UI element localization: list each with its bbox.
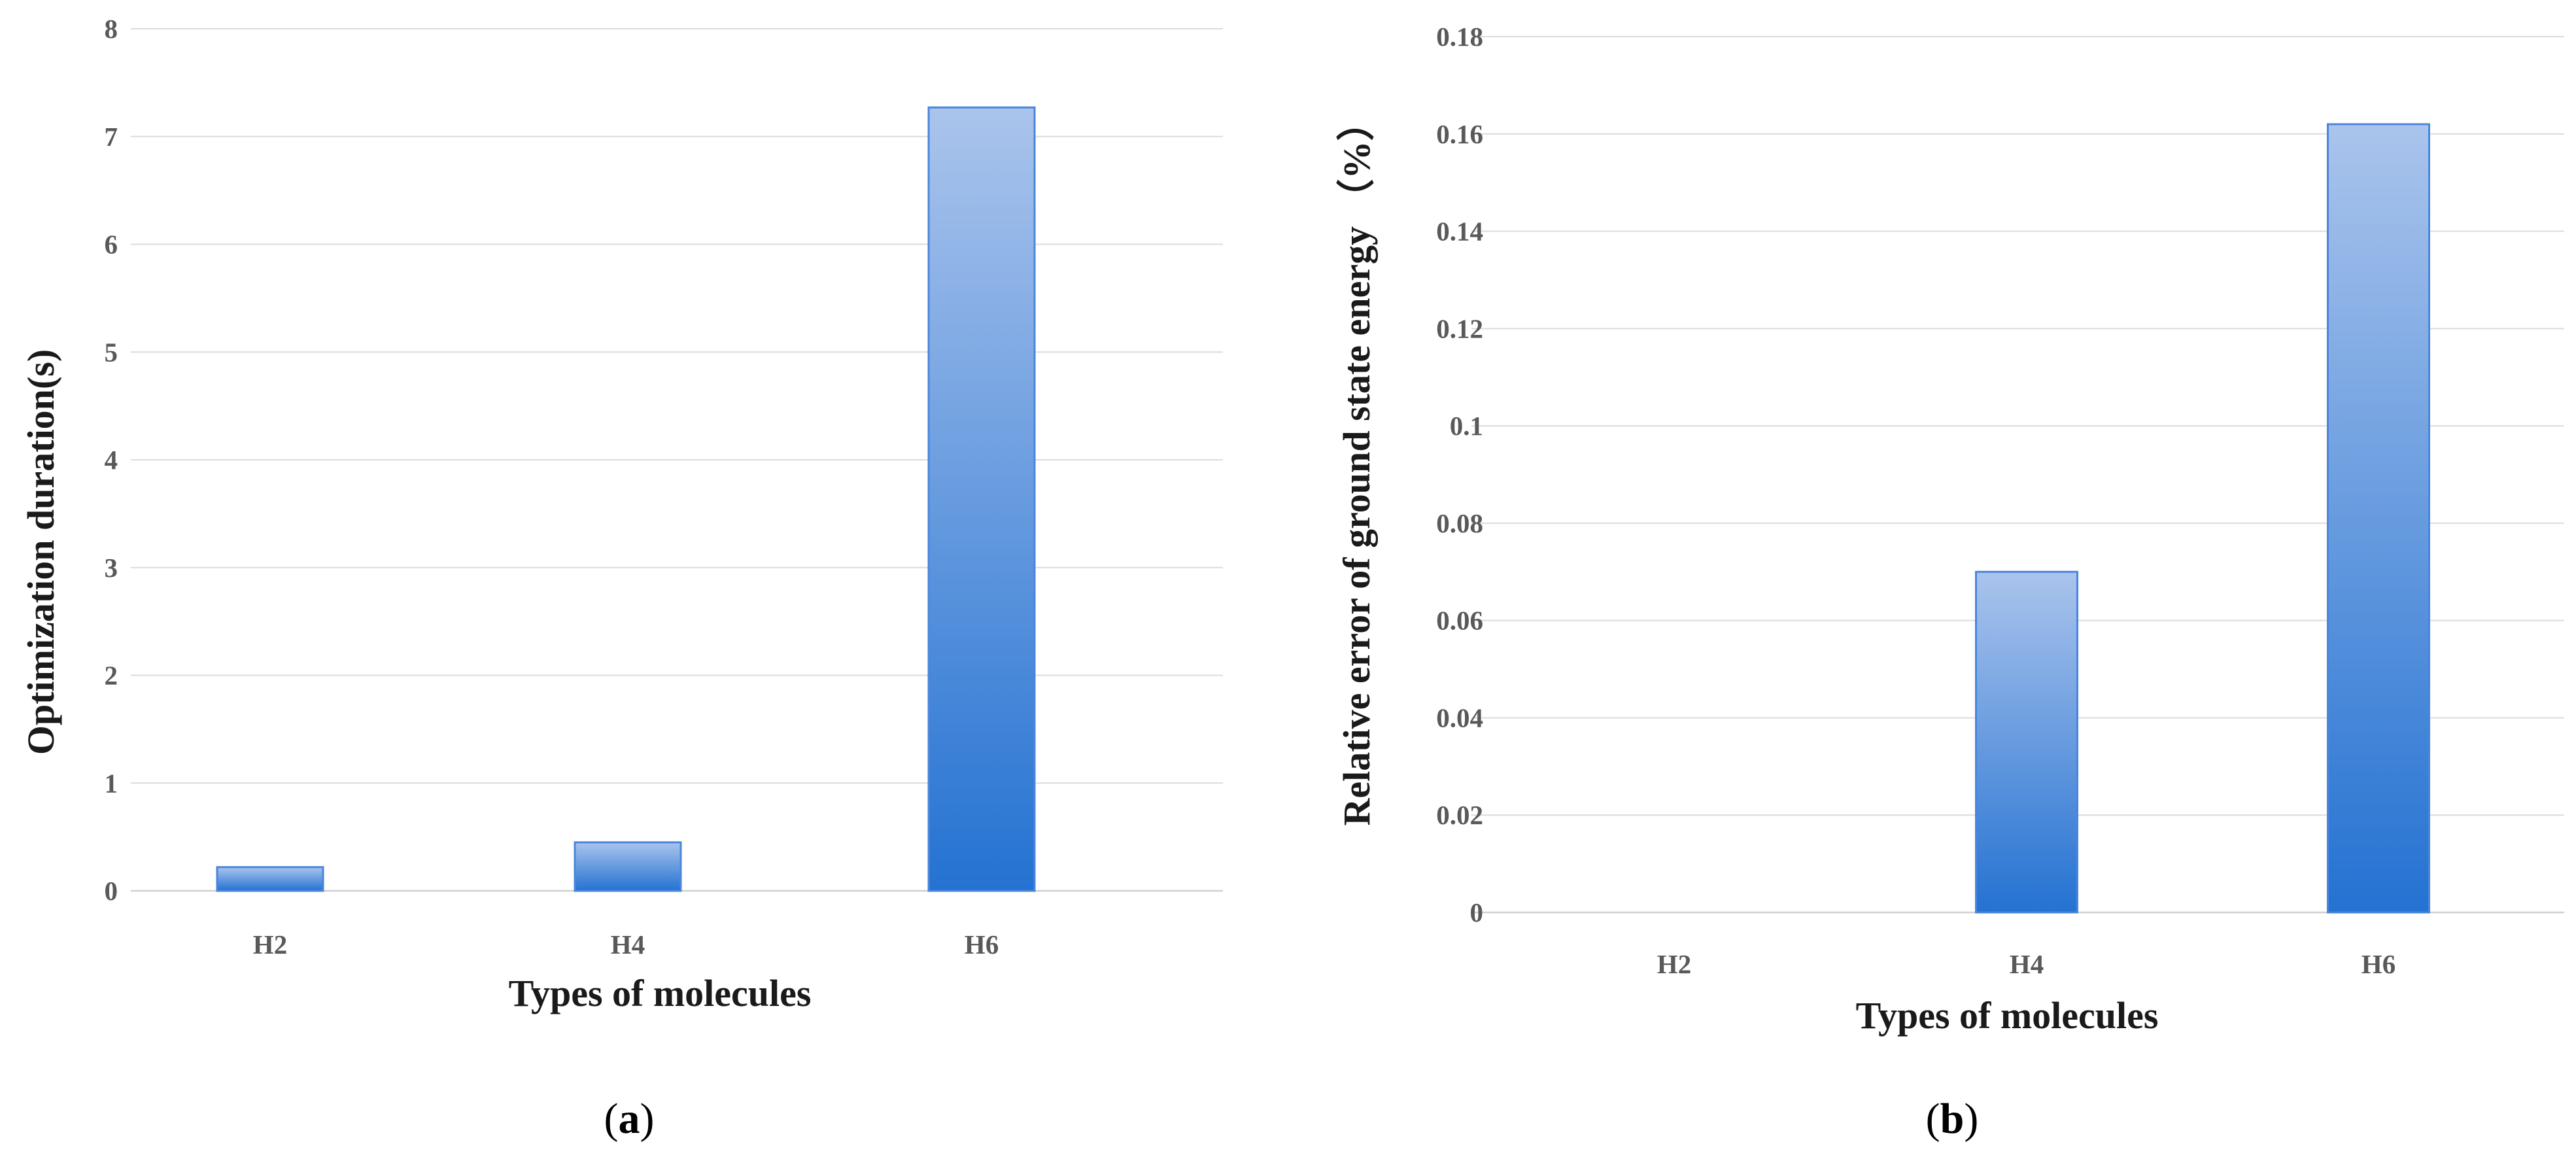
chart-b-y-tick-label: 0.02 bbox=[1436, 800, 1483, 830]
chart-b: 00.020.040.060.080.10.120.140.160.18 H2 H… bbox=[1335, 22, 2564, 1143]
chart-b-x-tick-label: H4 bbox=[2010, 949, 2044, 979]
chart-a-y-tick-label: 0 bbox=[105, 876, 118, 906]
chart-a-y-tick-label: 6 bbox=[105, 230, 118, 260]
chart-a-x-axis-title: Types of molecules bbox=[509, 972, 812, 1014]
chart-a-bars bbox=[216, 106, 1036, 892]
chart-b-y-tick-label: 0 bbox=[1470, 897, 1484, 927]
chart-b-x-tick-labels: H2 H4 H6 bbox=[1657, 949, 2396, 979]
chart-a-y-tick-label: 4 bbox=[105, 445, 118, 475]
chart-a-y-axis-title: Optimization duration(s) bbox=[20, 349, 62, 755]
chart-a-y-tick-labels: 0 1 2 3 4 5 6 7 8 bbox=[105, 14, 118, 906]
chart-a-bar-h2 bbox=[216, 866, 324, 892]
chart-b-y-tick-label: 0.08 bbox=[1436, 508, 1483, 538]
chart-b-y-tick-label: 0.06 bbox=[1436, 606, 1483, 636]
chart-a-panel-label-close: ) bbox=[640, 1095, 655, 1143]
chart-b-y-tick-label: 0.18 bbox=[1436, 22, 1483, 52]
chart-b-panel-label: (b) bbox=[1926, 1095, 1979, 1143]
chart-a-bar-h6 bbox=[927, 106, 1036, 892]
chart-b-panel-label-letter: b bbox=[1940, 1095, 1965, 1143]
chart-b-y-tick-label: 0.14 bbox=[1436, 216, 1483, 247]
chart-b-y-axis-title: Relative error of ground state energy （%… bbox=[1335, 103, 1378, 825]
chart-a-bar-h4 bbox=[574, 841, 682, 892]
chart-a-x-tick-label: H2 bbox=[253, 929, 287, 960]
chart-a-y-tick-label: 8 bbox=[105, 14, 118, 44]
chart-b-bar-h4 bbox=[1975, 570, 2078, 914]
chart-a-y-tick-label: 3 bbox=[105, 553, 118, 583]
chart-b-y-tick-labels: 0 0.02 0.04 0.06 0.08 0.1 0.12 0.14 0.16 0.18 bbox=[1436, 22, 1483, 927]
chart-a-y-tick-label: 1 bbox=[105, 768, 118, 798]
chart-a: 0 1 2 3 4 5 6 7 8 H2 H4 H6 Types of molecules Opti… bbox=[20, 14, 1223, 1143]
chart-a-panel-label: (a) bbox=[604, 1095, 655, 1143]
chart-b-x-axis-title: Types of molecules bbox=[1856, 994, 2159, 1037]
chart-a-x-tick-labels: H2 H4 H6 bbox=[253, 929, 999, 960]
chart-b-x-tick-label: H6 bbox=[2361, 949, 2396, 979]
chart-b-y-tick-label: 0.04 bbox=[1436, 702, 1483, 733]
chart-b-panel-label-open: ( bbox=[1926, 1095, 1940, 1143]
chart-b-y-tick-label: 0.12 bbox=[1436, 313, 1483, 343]
chart-a-y-tick-label: 7 bbox=[105, 122, 118, 152]
chart-a-x-tick-label: H6 bbox=[965, 929, 999, 960]
chart-a-y-tick-label: 5 bbox=[105, 337, 118, 367]
chart-b-x-tick-label: H2 bbox=[1657, 949, 1691, 979]
chart-b-bars bbox=[1975, 123, 2430, 914]
chart-b-panel-label-close: ) bbox=[1964, 1095, 1978, 1143]
chart-a-x-tick-label: H4 bbox=[611, 929, 645, 960]
chart-b-y-tick-label: 0.1 bbox=[1450, 411, 1483, 441]
chart-a-gridlines bbox=[131, 28, 1223, 892]
chart-a-panel-label-letter: a bbox=[619, 1095, 640, 1143]
chart-a-y-tick-label: 2 bbox=[105, 661, 118, 691]
chart-b-bar-h6 bbox=[2327, 123, 2430, 914]
chart-a-panel-label-open: ( bbox=[604, 1095, 619, 1143]
chart-b-y-tick-label: 0.16 bbox=[1436, 119, 1483, 149]
